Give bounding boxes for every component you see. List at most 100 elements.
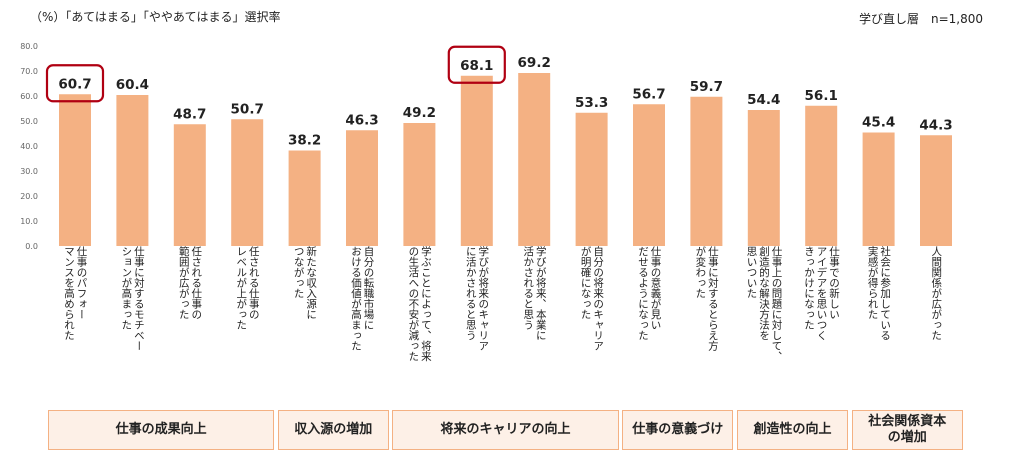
category-label-line: 仕事での新しい xyxy=(827,246,840,320)
bar xyxy=(59,94,91,246)
bar-value-label: 68.1 xyxy=(460,58,493,74)
bar-value-label: 53.3 xyxy=(575,95,608,111)
bar-value-label: 56.1 xyxy=(805,88,838,104)
bar xyxy=(805,105,838,246)
group-label: 創造性の向上 xyxy=(736,410,849,450)
bar-value-label: 48.7 xyxy=(173,106,206,122)
bar-value-label: 44.3 xyxy=(919,117,952,133)
bar-value-label: 45.4 xyxy=(862,115,895,131)
category-label-line: 任される仕事の xyxy=(190,246,203,320)
bar-chart: 80.0 70.0 60.0 50.0 40.0 30.0 20.0 10.0 0.0 60.7 6… xyxy=(20,42,952,250)
bar-value-label: 46.3 xyxy=(345,112,378,128)
category-label-line: 仕事上の問題に対して、 xyxy=(770,246,783,362)
y-tick-label: 30.0 xyxy=(20,167,38,176)
category-label-line: 人間関係が広がった xyxy=(930,246,943,341)
bar-value-label: 54.4 xyxy=(747,92,780,108)
category-label-line: 創造的な解決方法を xyxy=(758,246,771,341)
category-label: 任される仕事の レベルが上がった xyxy=(235,246,260,400)
category-label-line: 新たな収入源に xyxy=(305,246,318,320)
category-label-line: レベルが上がった xyxy=(235,246,248,330)
bar-value-label: 49.2 xyxy=(403,105,436,121)
category-label-line: きっかけになった xyxy=(802,246,815,330)
y-tick-label: 50.0 xyxy=(20,117,38,126)
group-label: 収入源の増加 xyxy=(277,410,389,450)
category-label-line: 仕事に対するモチベー xyxy=(132,246,145,351)
chart-title: （%）「あてはまる」「ややあてはまる」選択率 xyxy=(30,10,281,24)
category-label-line: おける価値が高まった xyxy=(350,246,362,351)
category-label-line: 実感が得られた xyxy=(866,246,879,320)
category-label-line: 自分の将来のキャリア xyxy=(592,246,605,351)
group-label: 仕事の成果向上 xyxy=(48,410,275,450)
bar xyxy=(862,132,895,246)
category-label: 仕事上の問題に対して、 創造的な解決方法を 思いついた xyxy=(745,246,783,400)
sample-size-label: 学び直し層 n=1,800 xyxy=(858,12,983,26)
category-label: 社会に参加している 実感が得られた xyxy=(866,246,892,400)
bar-value-label: 69.2 xyxy=(518,55,551,71)
category-label: 新たな収入源に つながった xyxy=(292,246,318,400)
category-label-line: の生活への不安が減った xyxy=(407,246,420,362)
category-label-line: 仕事の意義が見い xyxy=(649,246,662,330)
group-label: 社会関係資本の増加 xyxy=(851,410,963,450)
category-label: 仕事の意義が見い だせるようになった xyxy=(637,246,662,400)
bar xyxy=(173,124,206,246)
category-label-line: 活かされると思う xyxy=(522,246,535,330)
category-label: 学びが将来のキャリア に活かされると思う xyxy=(464,246,490,400)
category-label-line: 仕事のパフォー xyxy=(75,246,88,320)
category-label-line: アイデアを思いつく xyxy=(815,246,828,341)
category-label-line: マンスを高められた xyxy=(63,246,75,341)
category-label: 仕事に対するモチベー ションが高まった xyxy=(120,246,145,400)
category-label: 仕事のパフォー マンスを高められた xyxy=(63,246,88,400)
category-label-line: だせるようになった xyxy=(637,246,649,341)
category-label-line: 自分の転職市場に xyxy=(362,246,375,330)
y-tick-label: 20.0 xyxy=(20,192,38,201)
bar xyxy=(633,104,665,246)
y-tick-label: 0.0 xyxy=(25,242,38,250)
category-label-line: ションが高まった xyxy=(120,246,133,330)
category-label-line: 学びが将来、本業に xyxy=(534,246,547,341)
y-tick-label: 70.0 xyxy=(20,67,38,76)
bar xyxy=(518,73,551,246)
category-label: 仕事での新しい アイデアを思いつく きっかけになった xyxy=(802,246,840,400)
bar xyxy=(690,96,723,246)
bar-value-label: 60.4 xyxy=(116,77,149,93)
bar xyxy=(346,130,378,246)
bar xyxy=(288,150,321,246)
category-label-line: が明確になった xyxy=(579,246,592,320)
category-label: 任される仕事の 範囲が広がった xyxy=(177,246,203,400)
category-label-line: 学びが将来のキャリア xyxy=(477,246,490,351)
y-tick-label: 40.0 xyxy=(20,142,38,151)
bar-value-label: 60.7 xyxy=(58,76,91,92)
category-label-line: 仕事に対するとらえ方 xyxy=(706,246,719,351)
group-label: 将来のキャリアの向上 xyxy=(392,410,619,450)
y-tick-label: 80.0 xyxy=(20,42,38,51)
highlight-box xyxy=(447,45,506,84)
bar xyxy=(231,119,264,246)
category-label: 人間関係が広がった xyxy=(930,246,943,400)
bar xyxy=(575,112,608,246)
category-label: 学びが将来、本業に 活かされると思う xyxy=(522,246,547,400)
bar xyxy=(747,110,780,246)
category-label-line: 思いついた xyxy=(745,246,758,299)
category-label-line: つながった xyxy=(292,246,305,299)
category-label-line: 学ぶことによって、将来 xyxy=(419,246,432,362)
category-label-line: 社会に参加している xyxy=(879,246,892,341)
bar xyxy=(460,75,493,246)
bar xyxy=(116,95,149,246)
bar xyxy=(403,123,436,246)
y-tick-label: 10.0 xyxy=(20,217,38,226)
highlight-box xyxy=(45,64,105,103)
category-label: 学ぶことによって、将来 の生活への不安が減った xyxy=(407,246,432,400)
category-label: 仕事に対するとらえ方 が変わった xyxy=(694,246,719,400)
category-label: 自分の将来のキャリア が明確になった xyxy=(579,246,605,400)
category-label-line: 任される仕事の xyxy=(247,246,260,320)
bar-value-label: 56.7 xyxy=(632,86,665,102)
category-label: 自分の転職市場に おける価値が高まった xyxy=(350,246,375,400)
group-label: 仕事の意義づけ xyxy=(622,410,734,450)
category-label-line: 範囲が広がった xyxy=(177,246,190,320)
bar xyxy=(920,135,952,246)
bar-value-label: 38.2 xyxy=(288,133,321,149)
bar-value-label: 50.7 xyxy=(231,101,264,117)
category-label-line: が変わった xyxy=(694,246,707,299)
category-label-line: に活かされると思う xyxy=(464,246,477,341)
bar-value-label: 59.7 xyxy=(690,79,723,95)
